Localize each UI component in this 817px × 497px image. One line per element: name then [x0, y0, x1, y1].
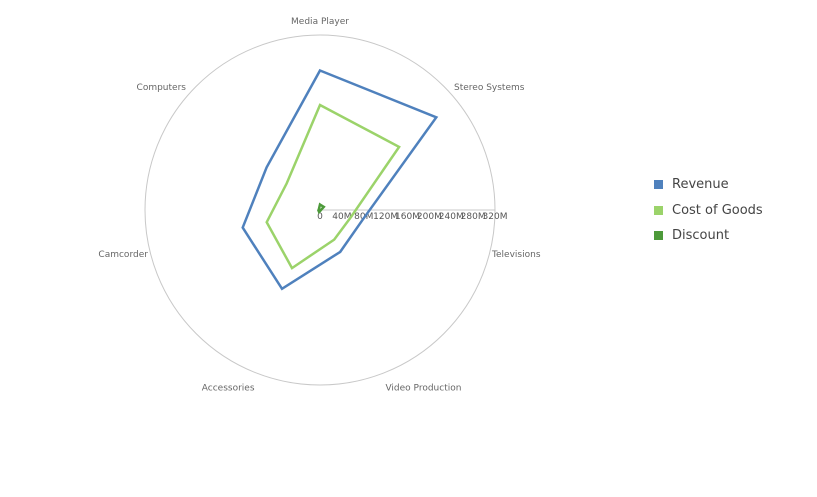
- tick-label: 0: [317, 212, 323, 222]
- legend-swatch-revenue: [654, 180, 663, 190]
- category-label: Media Player: [291, 17, 349, 27]
- category-label: Accessories: [202, 383, 255, 393]
- tick-label: 40M: [332, 212, 351, 222]
- series-line-revenue: [241, 68, 439, 291]
- category-label: Video Production: [385, 383, 461, 393]
- tick-label: 200M: [417, 212, 442, 222]
- tick-label: 240M: [439, 212, 464, 222]
- legend-swatch-cost-of-goods: [654, 205, 663, 215]
- tick-label: 280M: [461, 212, 486, 222]
- series-line-discount: [317, 202, 326, 215]
- category-label: Televisions: [491, 250, 541, 260]
- tick-label: 120M: [373, 212, 398, 222]
- series-line-cost-of-goods: [265, 103, 401, 270]
- legend-label-cost-of-goods: Cost of Goods: [672, 202, 763, 218]
- legend-item-cost-of-goods[interactable]: Cost of Goods: [654, 198, 763, 224]
- tick-label: 320M: [483, 212, 508, 222]
- legend-swatch-discount: [654, 231, 663, 241]
- category-label: Stereo Systems: [454, 83, 525, 93]
- legend-item-revenue[interactable]: Revenue: [654, 172, 763, 198]
- tick-label: 160M: [395, 212, 420, 222]
- legend-item-discount[interactable]: Discount: [654, 223, 763, 249]
- legend-label-discount: Discount: [672, 228, 730, 244]
- category-label: Camcorder: [98, 250, 148, 260]
- legend: Revenue Cost of Goods Discount: [654, 172, 763, 249]
- category-label: Computers: [137, 83, 187, 93]
- legend-label-revenue: Revenue: [672, 177, 729, 193]
